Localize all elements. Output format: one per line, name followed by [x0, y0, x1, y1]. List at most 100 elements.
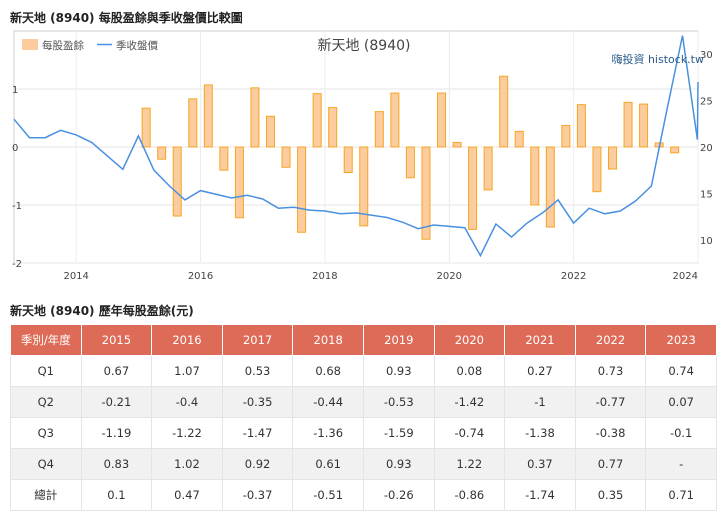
eps-cell: -1.42: [433, 386, 506, 418]
table-row: Q1 0.67 1.07 0.53 0.68 0.93 0.08 0.27 0.73 0.74: [10, 355, 717, 387]
table-body: Q1 0.67 1.07 0.53 0.68 0.93 0.08 0.27 0.73 0.74 Q2…: [10, 355, 717, 511]
eps-cell: -0.38: [574, 417, 647, 449]
eps-bar: [499, 75, 509, 148]
x-tick-label: 2016: [188, 271, 213, 282]
eps-cell: -0.1: [645, 417, 717, 449]
eps-bar: [592, 146, 602, 193]
eps-bar: [405, 146, 415, 179]
eps-cell: -0.21: [80, 386, 153, 418]
eps-cell: -1.38: [504, 417, 576, 449]
eps-bar: [203, 84, 213, 148]
header-year: 2018: [292, 324, 364, 356]
eps-bar: [576, 104, 586, 148]
right-tick-label: 20: [700, 143, 713, 154]
eps-bar: [452, 141, 462, 148]
header-year: 2020: [433, 324, 506, 356]
row-label-cell: Q1: [10, 355, 82, 387]
eps-cell: -1.74: [504, 479, 576, 511]
eps-table: 季別/年度 2015 2016 2017 2018 2019 2020 2021 2022 202…: [10, 324, 717, 511]
table-row: Q4 0.83 1.02 0.92 0.61 0.93 1.22 0.37 0.77-: [10, 448, 717, 480]
eps-cell: 0.35: [574, 479, 647, 511]
eps-cell: 0.07: [645, 386, 717, 418]
table-header-row: 季別/年度 2015 2016 2017 2018 2019 2020 2021 2022 202…: [10, 324, 717, 356]
header-year: 2015: [80, 324, 153, 356]
eps-bar: [421, 146, 431, 240]
eps-bar: [561, 125, 571, 148]
eps-bar: [359, 146, 369, 227]
eps-cell: -0.86: [433, 479, 506, 511]
eps-cell: 0.77: [574, 448, 647, 480]
header-year: 2019: [362, 324, 435, 356]
table-row: 總計 0.1 0.47 -0.37 -0.51 -0.26 -0.86 -1.74 0.35 0.…: [10, 479, 717, 511]
eps-bar: [390, 92, 400, 148]
eps-cell: -0.74: [433, 417, 506, 449]
eps-bar: [281, 146, 291, 168]
left-tick-label: 1: [12, 85, 18, 96]
eps-cell: 0.93: [362, 448, 435, 480]
eps-cell: 0.37: [504, 448, 576, 480]
eps-cell: -0.51: [292, 479, 364, 511]
eps-cell: 0.61: [292, 448, 364, 480]
eps-cell: 1.22: [433, 448, 506, 480]
eps-cell: 0.74: [645, 355, 717, 387]
eps-cell: 0.1: [80, 479, 153, 511]
right-tick-label: 15: [700, 189, 713, 200]
chart-section-title: 新天地 (8940) 每股盈餘與季收盤價比較圖: [10, 11, 243, 25]
eps-cell: 0.73: [574, 355, 647, 387]
eps-bar: [545, 146, 555, 228]
eps-price-chart: -2 -1 0 1 10 15 20 25 30 2014 2016 2018 2020 2022 2024…: [12, 29, 714, 289]
eps-cell: -0.37: [221, 479, 294, 511]
eps-cell: 1.07: [151, 355, 223, 387]
eps-bar: [219, 146, 229, 171]
eps-cell: 0.47: [151, 479, 223, 511]
header-year: 2022: [574, 324, 647, 356]
header-year: 2023: [645, 324, 717, 356]
eps-cell: -1.36: [292, 417, 364, 449]
x-tick-label: 2018: [312, 271, 337, 282]
eps-bar: [141, 107, 151, 148]
eps-cell: -0.44: [292, 386, 364, 418]
eps-cell: 0.08: [433, 355, 506, 387]
eps-bar: [639, 103, 649, 148]
eps-bar: [530, 146, 540, 206]
table-section-title: 新天地 (8940) 歷年每股盈餘(元): [10, 304, 194, 318]
eps-bar: [312, 93, 322, 148]
eps-cell: 0.92: [221, 448, 294, 480]
eps-bar: [297, 146, 307, 233]
table-row: Q3 -1.19 -1.22 -1.47 -1.36 -1.59 -0.74 -1.38 -0.…: [10, 417, 717, 449]
eps-cell: -1: [504, 386, 576, 418]
header-year: 2017: [221, 324, 294, 356]
table-row: Q2 -0.21 -0.4 -0.35 -0.44 -0.53 -1.42 -1 -0.77 0.…: [10, 386, 717, 418]
right-tick-label: 30: [700, 50, 713, 61]
eps-cell: -1.22: [151, 417, 223, 449]
left-tick-label: -2: [12, 259, 22, 270]
eps-cell: -0.53: [362, 386, 435, 418]
x-tick-label: 2014: [63, 271, 88, 282]
eps-bar: [468, 146, 478, 230]
left-tick-label: -1: [12, 201, 22, 212]
right-tick-label: 10: [700, 236, 713, 247]
eps-bar: [374, 111, 384, 148]
eps-bar: [437, 92, 446, 148]
eps-bar: [670, 146, 680, 154]
left-tick-label: 0: [12, 143, 18, 154]
right-tick-label: 25: [700, 97, 713, 108]
eps-cell: 0.71: [645, 479, 717, 511]
eps-cell: -1.59: [362, 417, 435, 449]
eps-cell: -1.47: [221, 417, 294, 449]
eps-cell: 0.68: [292, 355, 364, 387]
eps-bar: [483, 146, 493, 191]
eps-cell: -1.19: [80, 417, 153, 449]
eps-cell: -: [645, 448, 717, 480]
header-quarter-year: 季別/年度: [10, 324, 82, 356]
eps-cell: 0.83: [80, 448, 153, 480]
eps-cell: 0.53: [221, 355, 294, 387]
eps-cell: 0.93: [362, 355, 435, 387]
eps-bar: [343, 146, 353, 174]
eps-bar: [234, 146, 244, 219]
x-tick-label: 2024: [673, 271, 698, 282]
eps-bar: [172, 146, 182, 217]
x-tick-label: 2022: [561, 271, 586, 282]
chart-svg: -2 -1 0 1 10 15 20 25 30 2014 2016 2018 2020 2022 2024…: [12, 30, 713, 282]
eps-bar: [623, 101, 633, 148]
